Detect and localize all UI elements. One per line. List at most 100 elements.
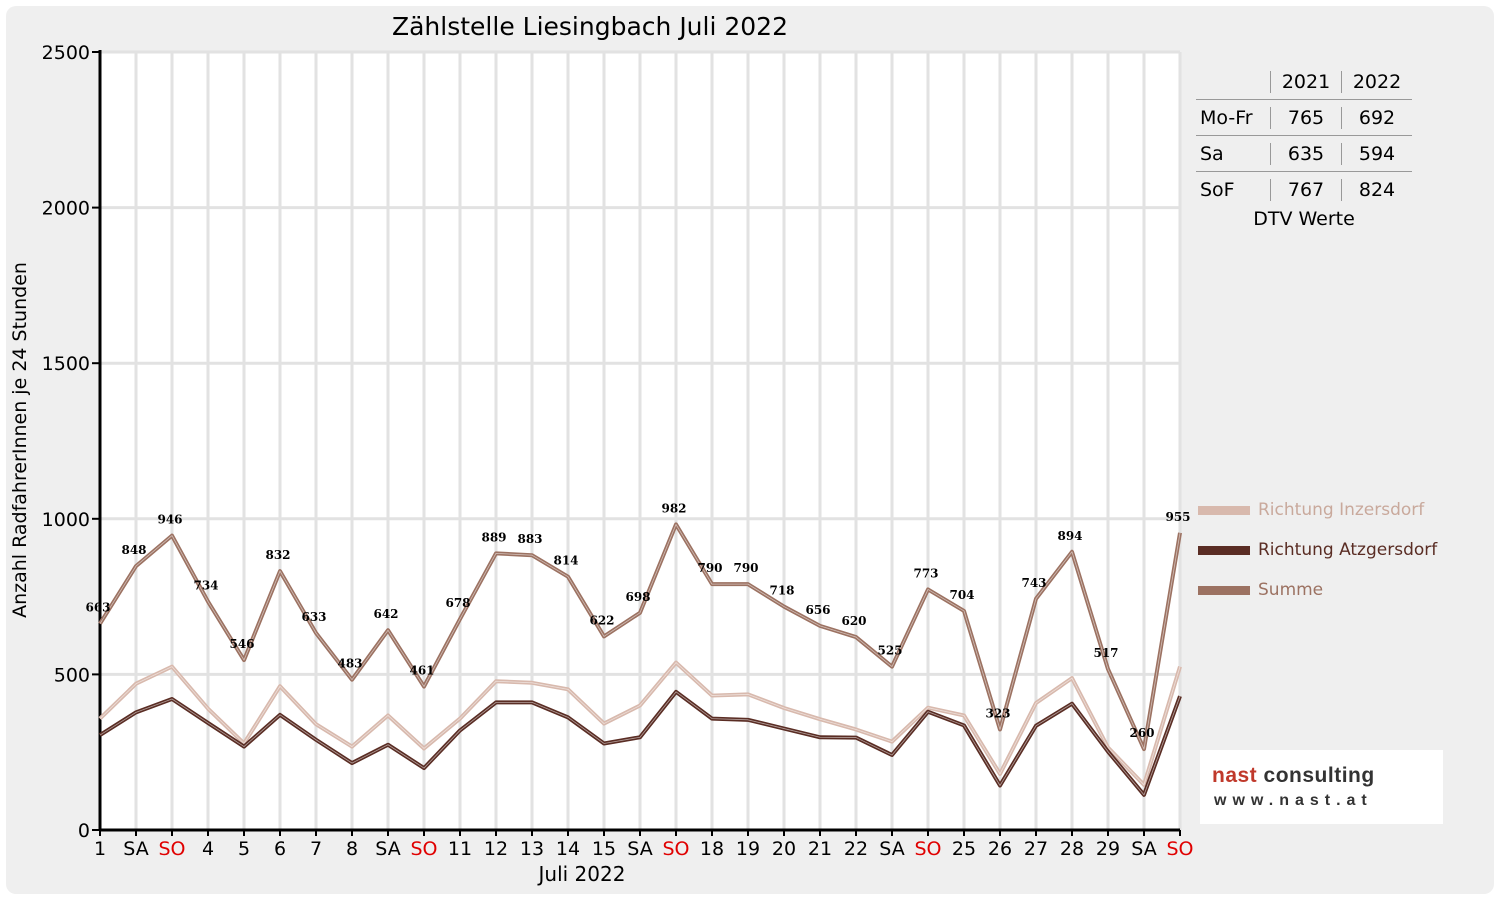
x-tick-label: 26 bbox=[988, 838, 1012, 860]
data-label: 546 bbox=[229, 637, 254, 651]
legend-label: Richtung Atzgersdorf bbox=[1258, 540, 1438, 560]
x-tick-label: 6 bbox=[274, 838, 286, 860]
legend-label: Summe bbox=[1258, 580, 1324, 600]
x-tick-label: 14 bbox=[556, 838, 580, 860]
data-label: 773 bbox=[913, 566, 938, 580]
x-tick-label: 11 bbox=[448, 838, 472, 860]
logo-name-part1: nast bbox=[1212, 764, 1258, 787]
data-label: 894 bbox=[1057, 529, 1082, 543]
x-tick-label: 20 bbox=[772, 838, 796, 860]
dtv-value-2021: 635 bbox=[1270, 142, 1341, 165]
x-tick-label: 15 bbox=[592, 838, 616, 860]
legend-swatch bbox=[1198, 585, 1250, 595]
x-tick-label: 5 bbox=[238, 838, 250, 860]
data-label: 982 bbox=[661, 501, 686, 515]
x-tick-label: 7 bbox=[310, 838, 322, 860]
series-line-highlight bbox=[99, 662, 1181, 786]
data-label: 678 bbox=[445, 596, 470, 610]
x-tick-label: SO bbox=[1166, 838, 1193, 860]
logo-name: nast consulting bbox=[1212, 764, 1375, 788]
data-label: 642 bbox=[373, 607, 398, 621]
y-tick-label: 500 bbox=[54, 664, 90, 686]
legend-swatch bbox=[1198, 545, 1250, 555]
data-label: 704 bbox=[949, 588, 974, 602]
y-tick-label: 1500 bbox=[42, 353, 90, 375]
x-axis-label: Juli 2022 bbox=[538, 862, 626, 886]
data-label: 848 bbox=[121, 543, 146, 557]
legend-item-atzgersdorf: Richtung Atzgersdorf bbox=[1198, 530, 1437, 570]
dtv-row-label: Sa bbox=[1200, 142, 1224, 165]
axes bbox=[92, 50, 1181, 836]
x-tick-label: SA bbox=[1131, 838, 1156, 860]
data-label: 718 bbox=[769, 584, 794, 598]
data-label: 832 bbox=[265, 548, 290, 562]
x-tick-label: 28 bbox=[1060, 838, 1084, 860]
y-tick-label: 1000 bbox=[42, 509, 90, 531]
x-tick-label: SO bbox=[662, 838, 689, 860]
data-label: 260 bbox=[1129, 726, 1154, 740]
y-tick-label: 0 bbox=[78, 820, 90, 842]
x-tick-label: SA bbox=[123, 838, 148, 860]
series-lines bbox=[98, 522, 1182, 797]
data-label: 790 bbox=[733, 561, 758, 575]
dtv-row-label: Mo-Fr bbox=[1200, 106, 1253, 129]
dtv-table: 2021 2022 Mo-Fr 765 692 Sa 635 594 SoF 7… bbox=[1196, 64, 1412, 207]
legend: Richtung Inzersdorf Richtung Atzgersdorf… bbox=[1198, 490, 1437, 610]
x-tick-label: SA bbox=[627, 838, 652, 860]
series-line-highlight bbox=[99, 691, 1181, 796]
data-label: 790 bbox=[697, 561, 722, 575]
data-label: 663 bbox=[85, 601, 110, 615]
data-label: 525 bbox=[877, 644, 902, 658]
data-label: 483 bbox=[337, 657, 362, 671]
dtv-row-sof: SoF 767 824 bbox=[1196, 171, 1412, 207]
dtv-value-2022: 824 bbox=[1341, 178, 1412, 201]
dtv-row-label: SoF bbox=[1200, 178, 1235, 201]
dtv-header-2021: 2021 bbox=[1270, 70, 1341, 93]
data-label: 517 bbox=[1093, 646, 1118, 660]
dtv-header-row: 2021 2022 bbox=[1196, 64, 1412, 99]
x-tick-label: 19 bbox=[736, 838, 760, 860]
y-axis-label: Anzahl RadfahrerInnen je 24 Stunden bbox=[9, 262, 31, 618]
x-tick-label: 29 bbox=[1096, 838, 1120, 860]
legend-swatch bbox=[1198, 505, 1250, 515]
x-tick-label: 25 bbox=[952, 838, 976, 860]
logo-url: www.nast.at bbox=[1214, 792, 1373, 809]
data-label: 461 bbox=[409, 664, 434, 678]
x-tick-label: 4 bbox=[202, 838, 214, 860]
data-label: 633 bbox=[301, 610, 326, 624]
dtv-value-2021: 765 bbox=[1270, 106, 1341, 129]
x-tick-label: 22 bbox=[844, 838, 868, 860]
legend-label: Richtung Inzersdorf bbox=[1258, 500, 1425, 520]
dtv-caption: DTV Werte bbox=[1253, 208, 1355, 230]
x-tick-label: SA bbox=[879, 838, 904, 860]
x-tick-label: SO bbox=[158, 838, 185, 860]
data-label: 946 bbox=[157, 513, 182, 527]
x-tick-label: 18 bbox=[700, 838, 724, 860]
data-label: 743 bbox=[1021, 576, 1046, 590]
x-tick-label: SO bbox=[914, 838, 941, 860]
data-label: 883 bbox=[517, 532, 542, 546]
data-label: 698 bbox=[625, 590, 650, 604]
x-tick-label: 27 bbox=[1024, 838, 1048, 860]
dtv-header-2022: 2022 bbox=[1341, 70, 1412, 93]
data-label: 889 bbox=[481, 530, 506, 544]
legend-item-summe: Summe bbox=[1198, 570, 1437, 610]
x-tick-label: 12 bbox=[484, 838, 508, 860]
data-labels: 663 848 946 734 546 832 633 483 642 461 678 889 883 8… bbox=[85, 501, 1190, 740]
legend-item-inzersdorf: Richtung Inzersdorf bbox=[1198, 490, 1437, 530]
y-tick-label: 2500 bbox=[42, 42, 90, 64]
data-label: 622 bbox=[589, 613, 614, 627]
data-label: 955 bbox=[1165, 510, 1190, 524]
series-line-highlight bbox=[99, 524, 1181, 750]
nast-consulting-logo: nast consulting www.nast.at bbox=[1200, 750, 1443, 824]
data-label: 734 bbox=[193, 579, 218, 593]
x-tick-label: 1 bbox=[94, 838, 106, 860]
data-label: 323 bbox=[985, 706, 1010, 720]
data-label: 656 bbox=[805, 603, 830, 617]
dtv-row-sa: Sa 635 594 bbox=[1196, 135, 1412, 171]
x-tick-label: SO bbox=[410, 838, 437, 860]
dtv-value-2022: 594 bbox=[1341, 142, 1412, 165]
y-tick-label: 2000 bbox=[42, 198, 90, 220]
